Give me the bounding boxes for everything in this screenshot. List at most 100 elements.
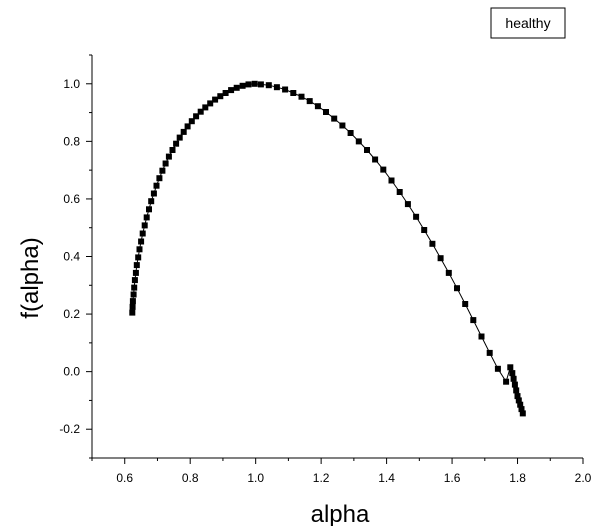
- data-point: [132, 269, 139, 276]
- data-point: [129, 298, 136, 305]
- y-tick-label: -0.2: [59, 422, 80, 436]
- data-point: [159, 167, 166, 174]
- data-point: [388, 177, 395, 184]
- data-point: [470, 317, 477, 324]
- data-point: [228, 87, 235, 94]
- data-point: [212, 96, 219, 103]
- x-tick-label: 1.8: [509, 471, 526, 485]
- data-point: [129, 309, 136, 316]
- data-point: [207, 100, 214, 107]
- x-tick-label: 1.0: [247, 471, 264, 485]
- data-point: [518, 406, 525, 413]
- data-point: [331, 115, 338, 122]
- legend-box: [490, 7, 566, 39]
- data-point: [173, 140, 180, 147]
- data-point: [146, 206, 152, 213]
- data-point: [136, 246, 143, 253]
- x-tick-label: 1.4: [378, 471, 395, 485]
- data-point: [162, 160, 169, 167]
- data-point: [494, 365, 501, 372]
- legend: healthy: [490, 7, 566, 39]
- data-point: [131, 277, 138, 284]
- data-point: [372, 156, 379, 163]
- data-point: [273, 84, 280, 91]
- data-point: [202, 104, 209, 111]
- data-point: [217, 93, 224, 100]
- data-point: [131, 284, 138, 291]
- y-tick-label: 0.6: [63, 192, 80, 206]
- y-tick-label: 0.0: [63, 365, 80, 379]
- data-point: [153, 182, 160, 189]
- data-point: [478, 333, 485, 340]
- x-tick-label: 2.0: [575, 471, 592, 485]
- data-point: [509, 370, 516, 377]
- data-point: [239, 82, 246, 89]
- data-point: [257, 81, 264, 88]
- data-point: [298, 93, 305, 100]
- y-axis-title: f(alpha): [17, 237, 44, 318]
- x-tick-label: 0.6: [116, 471, 133, 485]
- data-point: [339, 122, 346, 129]
- series-line-healthy: [131, 83, 524, 414]
- data-point: [135, 254, 142, 261]
- data-point: [445, 269, 452, 276]
- data-point: [355, 138, 362, 145]
- data-point: [413, 213, 420, 220]
- data-point: [141, 222, 148, 229]
- data-point: [180, 128, 187, 135]
- x-tick-label: 1.2: [313, 471, 330, 485]
- data-point: [396, 189, 403, 195]
- x-tick-label: 1.6: [444, 471, 461, 485]
- y-tick-label: 0.4: [63, 250, 80, 264]
- plot-area: [129, 80, 526, 417]
- y-tick-label: 1.0: [63, 77, 80, 91]
- data-point: [222, 90, 229, 96]
- data-point: [323, 109, 329, 115]
- x-axis-title: alpha: [311, 501, 370, 526]
- data-point: [184, 123, 191, 130]
- data-point: [197, 108, 204, 115]
- data-point: [156, 175, 163, 182]
- data-point: [429, 240, 436, 247]
- data-point: [245, 81, 252, 88]
- data-point: [139, 230, 146, 237]
- data-point: [314, 103, 321, 110]
- data-point: [130, 291, 137, 298]
- data-point: [519, 410, 526, 417]
- data-point: [421, 227, 428, 233]
- data-point: [265, 82, 272, 89]
- data-point: [503, 378, 510, 385]
- y-tick-label: 0.2: [63, 307, 80, 321]
- data-point: [515, 397, 522, 404]
- data-point: [510, 375, 517, 382]
- data-point: [511, 381, 518, 388]
- data-point: [290, 90, 297, 96]
- data-point: [517, 401, 524, 408]
- data-point: [169, 147, 176, 153]
- data-point: [364, 147, 370, 153]
- data-point: [133, 262, 140, 269]
- data-point: [404, 201, 411, 208]
- data-point: [233, 84, 240, 91]
- y-tick-label: 0.8: [63, 134, 80, 148]
- legend-entry-healthy: healthy: [505, 15, 550, 31]
- data-point: [143, 214, 150, 221]
- data-point: [486, 349, 493, 356]
- data-point: [148, 198, 155, 205]
- data-point: [437, 255, 444, 262]
- data-point: [188, 118, 195, 125]
- data-point: [306, 98, 313, 105]
- data-point: [251, 80, 258, 87]
- data-point: [282, 86, 289, 93]
- data-point: [513, 387, 520, 394]
- data-point: [462, 301, 469, 307]
- data-point: [150, 190, 157, 197]
- data-point: [454, 285, 460, 292]
- data-point: [129, 303, 136, 310]
- data-point: [176, 134, 183, 141]
- axes: 0.6 0.8 1.0 1.2 1.4 1.6 1.8 2.0 -0.2 0.0 0.2 0.4 0.6…: [59, 54, 592, 485]
- x-tick-label: 0.8: [182, 471, 199, 485]
- data-point: [380, 166, 387, 173]
- data-point: [193, 113, 200, 120]
